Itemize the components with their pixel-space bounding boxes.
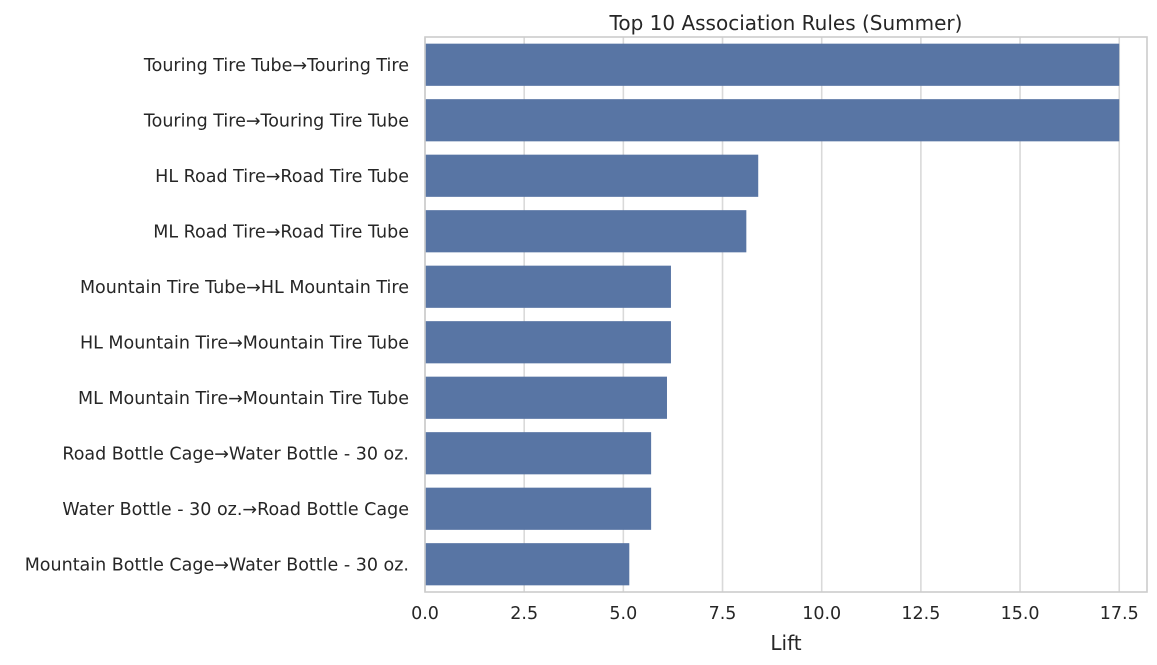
x-axis-label: Lift — [770, 631, 801, 655]
bar — [425, 321, 671, 364]
y-tick-label: Mountain Bottle Cage→Water Bottle - 30 o… — [25, 555, 409, 575]
y-tick-label: Road Bottle Cage→Water Bottle - 30 oz. — [62, 444, 409, 464]
bar — [425, 99, 1120, 142]
y-tick-labels: Touring Tire Tube→Touring Tire Touring Ti… — [25, 56, 409, 576]
bar — [425, 210, 747, 253]
y-tick-label: HL Mountain Tire→Mountain Tire Tube — [80, 333, 409, 353]
y-tick-label: ML Road Tire→Road Tire Tube — [153, 222, 409, 242]
bars — [425, 43, 1120, 586]
x-tick-labels: 0.0 2.5 5.0 7.5 10.0 12.5 15.0 17.5 — [411, 604, 1139, 624]
bar — [425, 376, 667, 419]
y-tick-label: Mountain Tire Tube→HL Mountain Tire — [80, 278, 409, 298]
x-tick-label: 15.0 — [1001, 604, 1040, 624]
y-tick-label: Touring Tire Tube→Touring Tire — [143, 56, 409, 76]
bar — [425, 265, 671, 308]
x-tick-label: 17.5 — [1100, 604, 1139, 624]
bar — [425, 43, 1120, 86]
y-tick-label: Water Bottle - 30 oz.→Road Bottle Cage — [62, 500, 409, 520]
x-tick-label: 5.0 — [609, 604, 637, 624]
x-tick-label: 10.0 — [802, 604, 841, 624]
x-tick-label: 12.5 — [901, 604, 940, 624]
bar — [425, 432, 652, 475]
chart-title: Top 10 Association Rules (Summer) — [609, 11, 963, 35]
bar — [425, 487, 652, 530]
bar — [425, 543, 630, 586]
bar — [425, 154, 759, 197]
y-tick-label: HL Road Tire→Road Tire Tube — [155, 167, 409, 187]
y-tick-label: Touring Tire→Touring Tire Tube — [143, 111, 409, 131]
x-tick-label: 2.5 — [510, 604, 538, 624]
plot-frame — [424, 36, 1148, 593]
y-tick-label: ML Mountain Tire→Mountain Tire Tube — [78, 389, 409, 409]
x-tick-label: 7.5 — [709, 604, 737, 624]
x-tick-label: 0.0 — [411, 604, 439, 624]
